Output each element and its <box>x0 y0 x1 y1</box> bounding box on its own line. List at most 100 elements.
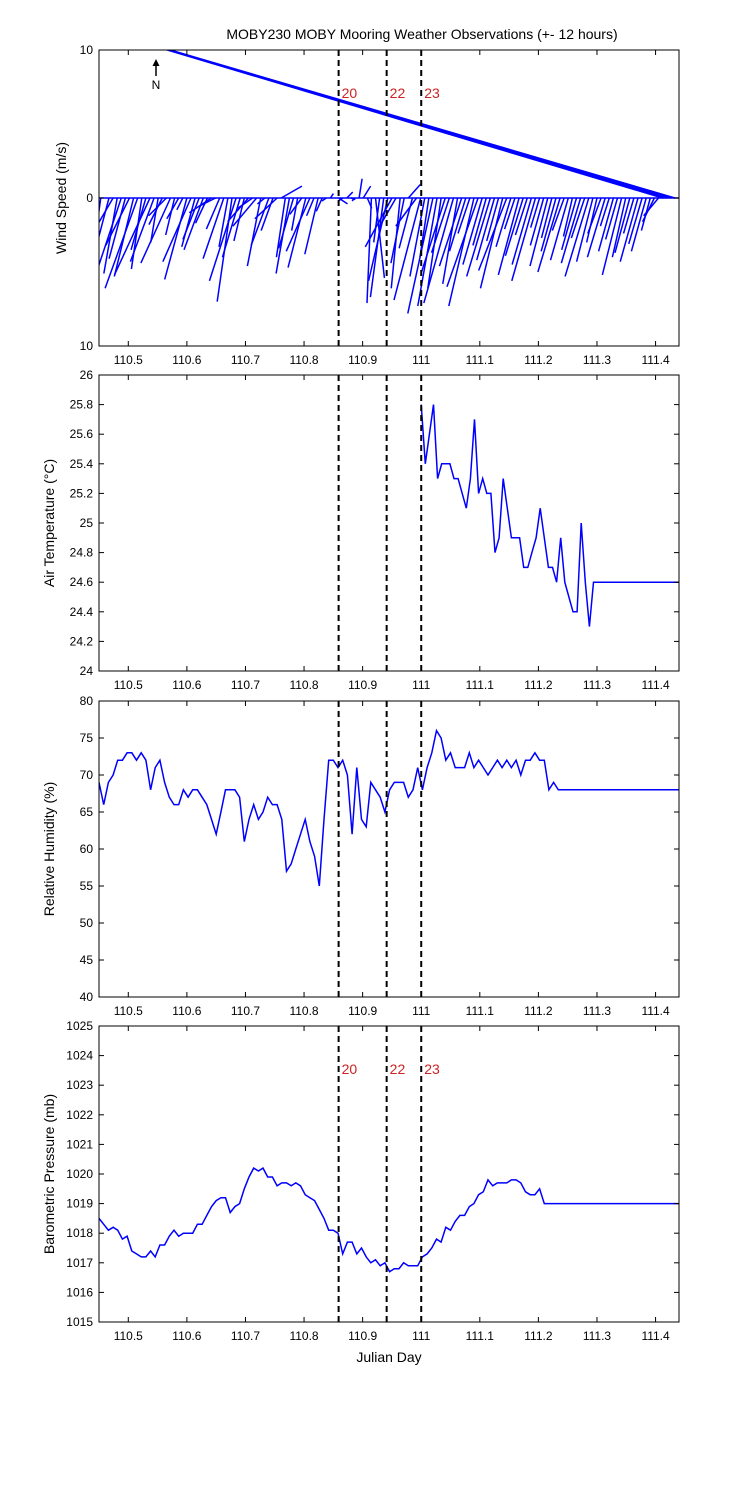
wind-vector <box>619 197 639 262</box>
y-tick-label: 1019 <box>66 1197 93 1211</box>
wind-vector <box>221 197 241 258</box>
wind-vector <box>393 197 422 301</box>
wind-vector <box>614 197 631 253</box>
x-tick-label: 110.6 <box>172 1329 201 1343</box>
wind-vector <box>105 197 131 246</box>
wind-vector <box>197 197 216 208</box>
wind-vector <box>104 197 139 289</box>
wind-vector <box>256 197 266 205</box>
x-tick-label: 110.6 <box>172 353 201 367</box>
wind-vector <box>366 197 373 304</box>
wind-vector <box>285 197 311 252</box>
marker-label: 22 <box>390 1061 406 1077</box>
wind-vector <box>183 197 204 251</box>
wind-vector <box>597 197 615 252</box>
humidity-panel: 110.5 110.6 110.7 110.8 110.9 111 111.1 111.2 11… <box>41 694 680 1018</box>
x-tick-label: 110.8 <box>289 1329 318 1343</box>
wind-vector <box>227 197 249 223</box>
y-tick-label: 1017 <box>66 1256 93 1270</box>
wind-vector <box>529 197 541 228</box>
y-tick-label: 24.8 <box>70 546 94 560</box>
wind-vector <box>250 197 270 246</box>
wind-vector <box>163 197 188 280</box>
y-tick-label: 10 <box>80 339 94 353</box>
wind-vector <box>407 184 421 199</box>
y-tick-label: 45 <box>80 953 94 967</box>
wind-vector <box>551 197 565 231</box>
y-tick-label: 1020 <box>66 1167 93 1181</box>
wind-vector <box>280 185 303 199</box>
wind-vector <box>462 197 483 265</box>
north-arrow-icon: N <box>152 59 160 92</box>
wind-vector <box>305 197 315 217</box>
x-tick-label: 111.4 <box>641 1329 670 1343</box>
marker-label: 22 <box>390 85 406 101</box>
wind-vector <box>564 197 590 277</box>
marker-label: 23 <box>424 1061 440 1077</box>
wind-vector <box>549 197 569 261</box>
wind-vector <box>511 197 533 265</box>
wind-vector <box>379 197 397 227</box>
wind-vector <box>514 197 528 236</box>
wind-vector <box>329 193 334 199</box>
x-tick-label: 111.2 <box>524 678 553 692</box>
wind-vector <box>140 197 172 264</box>
x-tick-label: 110.7 <box>231 678 260 692</box>
wind-vector <box>438 197 463 267</box>
y-tick-label: 50 <box>80 916 94 930</box>
wind-vector <box>420 197 446 273</box>
marker-label: 20 <box>342 1061 358 1077</box>
wind-vector <box>275 197 287 258</box>
wind-vector <box>511 197 537 282</box>
y-tick-label: 25.4 <box>70 457 94 471</box>
x-tick-label: 111 <box>412 678 431 692</box>
figure-title: MOBY230 MOBY Mooring Weather Observation… <box>226 26 617 42</box>
wind-vector <box>485 197 500 242</box>
y-tick-label: 1021 <box>66 1137 93 1151</box>
wind-vector <box>395 197 418 227</box>
wind-vector <box>166 197 180 220</box>
air_temperature-plot-area <box>420 404 679 627</box>
air_temperature-y-axis-label: Air Temperature (°C) <box>41 459 57 587</box>
y-tick-label: 24.2 <box>70 634 94 648</box>
x-tick-label: 111.4 <box>641 1004 670 1018</box>
wind-vector <box>150 197 159 243</box>
wind-vector <box>604 197 619 240</box>
wind-vector <box>503 197 516 230</box>
x-tick-label: 111.1 <box>466 1004 495 1018</box>
x-tick-label: 111 <box>412 1329 431 1343</box>
wind-vector <box>479 197 504 289</box>
wind-vector <box>254 197 278 220</box>
relative_humidity-y-axis-label: Relative Humidity (%) <box>41 782 57 917</box>
wind-vector <box>475 197 496 261</box>
wind-vector <box>643 197 660 217</box>
wind-vector <box>208 197 237 282</box>
wind-vector <box>529 197 549 267</box>
y-tick-label: 0 <box>86 191 93 205</box>
y-tick-label: 40 <box>80 990 94 1004</box>
y-tick-label: 25 <box>80 516 94 530</box>
wind-vector <box>430 197 451 253</box>
y-tick-label: 10 <box>80 43 94 57</box>
wind-vector <box>472 197 487 246</box>
wind-vector <box>442 197 459 284</box>
x-tick-label: 110.5 <box>114 353 143 367</box>
x-tick-label: 110.8 <box>289 678 318 692</box>
y-tick-label: 60 <box>80 842 94 856</box>
wind-vector <box>218 197 229 247</box>
x-tick-label: 110.8 <box>289 1004 318 1018</box>
x-tick-label: 110.9 <box>348 678 377 692</box>
wind-vector <box>575 197 594 262</box>
wind-vector <box>457 197 471 234</box>
wind-vector <box>164 197 176 236</box>
x-tick-label: 111.2 <box>524 353 553 367</box>
wind-vector <box>237 197 253 209</box>
wind-vector <box>423 197 455 304</box>
wind-vector <box>372 197 381 243</box>
x-tick-label: 110.5 <box>114 678 143 692</box>
wind-vector <box>560 197 578 251</box>
wind-vector <box>148 197 163 225</box>
barometric_pressure-series-line <box>99 1167 679 1273</box>
x-tick-label: 111.2 <box>524 1004 553 1018</box>
wind-vector <box>601 197 623 276</box>
